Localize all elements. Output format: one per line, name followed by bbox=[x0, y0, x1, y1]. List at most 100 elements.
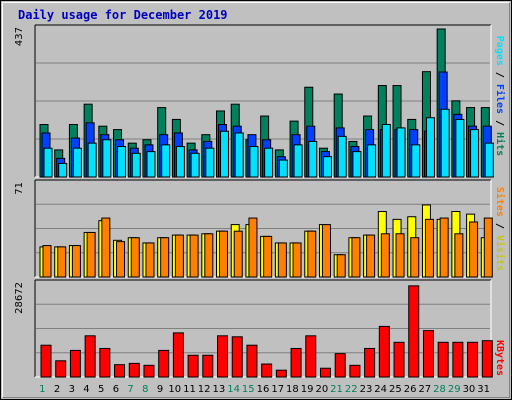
day-label: 2 bbox=[54, 384, 60, 395]
sites-bar bbox=[336, 254, 346, 278]
day-label: 24 bbox=[374, 384, 387, 395]
pages-bar bbox=[175, 146, 185, 178]
day-label: 16 bbox=[257, 384, 270, 395]
kbytes-bar bbox=[305, 335, 317, 378]
pages-bar bbox=[264, 147, 274, 178]
day-label: 9 bbox=[157, 384, 163, 395]
pages-bar bbox=[43, 147, 53, 178]
pages-bar bbox=[470, 129, 480, 178]
day-label: 23 bbox=[360, 384, 373, 395]
sites-bar bbox=[424, 218, 434, 278]
kbytes-bar bbox=[349, 364, 361, 378]
legend-pages: Pages bbox=[494, 36, 505, 66]
kbytes-bar bbox=[275, 369, 287, 378]
pages-bar bbox=[102, 139, 112, 178]
pages-bar bbox=[322, 156, 332, 178]
sites-bar bbox=[263, 235, 273, 278]
sites-bar bbox=[469, 221, 479, 278]
day-label: 6 bbox=[113, 384, 119, 395]
legend-separator: / bbox=[494, 217, 505, 235]
pages-bar bbox=[455, 118, 465, 178]
panel-3-max-label: 28672 bbox=[14, 282, 25, 314]
day-label: 7 bbox=[127, 384, 133, 395]
pages-bar bbox=[440, 108, 450, 178]
legend-separator: / bbox=[494, 114, 505, 132]
panel-1-max-label: 437 bbox=[14, 27, 25, 46]
kbytes-bar bbox=[217, 335, 229, 378]
legend-separator: / bbox=[494, 66, 505, 84]
sites-bar bbox=[248, 217, 258, 278]
pages-bar bbox=[352, 151, 362, 178]
kbytes-bar bbox=[378, 325, 390, 378]
day-label: 27 bbox=[418, 384, 431, 395]
kbytes-bar bbox=[187, 354, 199, 378]
sites-bar bbox=[395, 233, 405, 278]
day-label: 8 bbox=[142, 384, 148, 395]
day-label: 12 bbox=[198, 384, 211, 395]
day-label: 31 bbox=[477, 384, 490, 395]
kbytes-bar bbox=[55, 360, 67, 378]
day-label: 11 bbox=[183, 384, 196, 395]
pages-bar bbox=[146, 151, 156, 178]
pages-bar bbox=[278, 159, 288, 178]
day-label: 18 bbox=[286, 384, 299, 395]
sites-bar bbox=[101, 217, 111, 278]
sites-bar bbox=[439, 217, 449, 278]
sites-bar bbox=[366, 234, 376, 278]
pages-bar bbox=[411, 144, 421, 178]
kbytes-bar bbox=[452, 341, 464, 378]
sites-bar bbox=[380, 233, 390, 278]
kbytes-bar bbox=[128, 362, 140, 378]
sites-bar bbox=[71, 245, 81, 278]
sites-bar bbox=[277, 242, 287, 278]
sites-bar bbox=[321, 224, 331, 278]
pages-bar bbox=[425, 117, 435, 178]
legend-hits-files-pages: Pages / Files / Hits bbox=[494, 36, 506, 156]
kbytes-bar bbox=[290, 347, 302, 378]
sites-bar bbox=[57, 246, 67, 278]
day-label: 14 bbox=[227, 384, 240, 395]
day-label: 28 bbox=[433, 384, 446, 395]
pages-bar bbox=[205, 147, 215, 178]
day-label: 20 bbox=[315, 384, 328, 395]
pages-bar bbox=[337, 135, 347, 178]
legend-kbytes: KBytes bbox=[494, 340, 505, 376]
pages-bar bbox=[293, 144, 303, 178]
pages-bar bbox=[117, 146, 127, 178]
day-label: 5 bbox=[98, 384, 104, 395]
day-label: 29 bbox=[448, 384, 461, 395]
day-label: 17 bbox=[271, 384, 284, 395]
kbytes-bar bbox=[84, 335, 96, 378]
sites-bar bbox=[351, 237, 361, 278]
sites-bar bbox=[174, 234, 184, 278]
day-label: 25 bbox=[389, 384, 402, 395]
sites-bar bbox=[130, 237, 140, 278]
day-label: 21 bbox=[330, 384, 343, 395]
legend-kbytes: KBytes bbox=[494, 340, 505, 376]
pages-bar bbox=[190, 152, 200, 178]
pages-bar bbox=[367, 144, 377, 178]
sites-bar bbox=[204, 233, 214, 278]
pages-bar bbox=[58, 162, 68, 178]
sites-bar bbox=[454, 233, 464, 278]
pages-bar bbox=[220, 130, 230, 178]
sites-bar bbox=[160, 237, 170, 278]
panel-2-max-label: 71 bbox=[14, 182, 25, 195]
sites-bar bbox=[116, 241, 126, 278]
kbytes-bar bbox=[246, 344, 258, 378]
sites-bar bbox=[145, 242, 155, 278]
day-label: 13 bbox=[213, 384, 226, 395]
sites-bar bbox=[292, 242, 302, 278]
sites-bar bbox=[189, 234, 199, 278]
legend-hits: Hits bbox=[494, 132, 506, 156]
pages-bar bbox=[72, 147, 82, 178]
pages-bar bbox=[161, 144, 171, 178]
sites-bar bbox=[219, 230, 229, 278]
kbytes-bar bbox=[437, 341, 449, 378]
legend-sites: Sites bbox=[494, 187, 506, 217]
legend-visits-sites: Sites / Visits bbox=[494, 187, 506, 271]
kbytes-bar bbox=[99, 347, 111, 378]
pages-bar bbox=[484, 142, 494, 178]
